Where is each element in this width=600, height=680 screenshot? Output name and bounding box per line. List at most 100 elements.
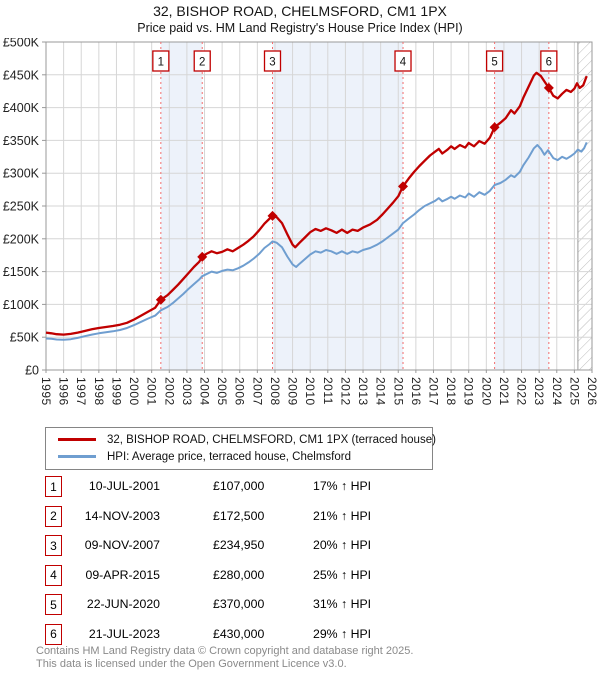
x-tick-label: 1997: [74, 377, 88, 406]
legend-label: HPI: Average price, terraced house, Chel…: [107, 450, 351, 463]
x-tick-label: 2006: [233, 377, 247, 406]
x-tick-label: 2012: [338, 377, 352, 406]
x-tick-label: 2016: [409, 377, 423, 406]
sale-date: 09-APR-2015: [85, 567, 160, 582]
sale-date: 09-NOV-2007: [84, 538, 160, 553]
y-tick-label: £500K: [3, 38, 40, 50]
y-tick-label: £350K: [3, 134, 40, 148]
x-tick-label: 2001: [145, 377, 159, 406]
x-tick-label: 2013: [356, 377, 370, 406]
x-tick-label: 2005: [215, 377, 229, 406]
sale-marker: [155, 294, 166, 305]
sale-table-row: 6 21-JUL-2023 £430,000 29% ↑ HPI: [0, 623, 600, 645]
x-tick-label: 2019: [462, 377, 476, 406]
sale-marker: [489, 122, 500, 133]
sale-number-badge: 1: [45, 476, 62, 497]
x-tick-label: 2017: [426, 377, 440, 406]
x-tick-label: 2009: [286, 377, 300, 406]
sale-table: 1 10-JUL-2001 £107,000 17% ↑ HPI 2 14-NO…: [0, 476, 600, 654]
sale-table-row: 4 09-APR-2015 £280,000 25% ↑ HPI: [0, 564, 600, 586]
sale-hpi-diff: 29% ↑ HPI: [313, 626, 372, 641]
sale-number: 5: [491, 57, 497, 69]
sale-hpi-diff: 17% ↑ HPI: [313, 479, 372, 493]
sale-date: 22-JUN-2020: [86, 597, 160, 612]
sale-number-box: [485, 50, 504, 72]
sale-price: £234,950: [213, 538, 265, 553]
price-chart: 1 2 3 4 5 6 £0 £50K £100K £150K £200K £250K £300K £35…: [3, 38, 599, 406]
sale-table-row: 2 14-NOV-2003 £172,500 21% ↑ HPI: [0, 505, 600, 527]
sale-number: 4: [400, 57, 407, 69]
license-line: Contains HM Land Registry data © Crown c…: [36, 645, 414, 657]
chart-legend: 32, BISHOP ROAD, CHELMSFORD, CM1 1PX (te…: [45, 427, 436, 470]
sale-hpi-diff: 25% ↑ HPI: [313, 567, 372, 582]
x-tick-label: 2020: [479, 377, 493, 406]
sale-marker: [267, 210, 278, 221]
hpi-line: [45, 141, 588, 341]
sale-price: £370,000: [213, 597, 265, 612]
y-tick-label: £50K: [10, 331, 40, 345]
x-tick-label: 2022: [515, 377, 529, 406]
y-tick-label: £100K: [3, 298, 40, 312]
sale-price: £172,500: [213, 508, 265, 523]
x-tick-label: 2026: [585, 377, 599, 406]
y-tick-label: £450K: [3, 68, 40, 82]
y-tick-label: £300K: [3, 167, 40, 181]
sale-number: 2: [199, 57, 205, 69]
sale-hpi-diff: 31% ↑ HPI: [313, 597, 372, 612]
y-tick-label: £200K: [3, 232, 40, 246]
sale-number: 6: [546, 57, 552, 69]
sale-number-badge: 2: [45, 505, 62, 527]
x-tick-label: 1996: [57, 377, 71, 406]
legend-row: 32, BISHOP ROAD, CHELMSFORD, CM1 1PX (te…: [46, 431, 436, 448]
price-paid-line: [45, 71, 588, 336]
sale-date: 21-JUL-2023: [88, 626, 160, 641]
sale-number-badge: 6: [45, 623, 62, 645]
sale-marker: [197, 251, 208, 262]
license-line: This data is licensed under the Open Gov…: [36, 657, 347, 670]
x-tick-label: 1998: [92, 377, 106, 406]
price-paid-line-swatch: [58, 437, 96, 442]
x-tick-label: 2024: [550, 377, 564, 406]
sale-table-row: 5 22-JUN-2020 £370,000 31% ↑ HPI: [0, 594, 600, 616]
sale-number-box: [193, 50, 211, 72]
sale-hpi-diff: 20% ↑ HPI: [313, 538, 372, 553]
sale-hpi-diff: 21% ↑ HPI: [313, 508, 372, 523]
x-tick-label: 2025: [567, 377, 581, 406]
legend-row: HPI: Average price, terraced house, Chel…: [46, 448, 432, 465]
sale-number-box: [540, 50, 558, 72]
x-tick-label: 2023: [532, 377, 546, 406]
sale-date: 14-NOV-2003: [84, 508, 160, 523]
sale-number-box: [263, 50, 282, 72]
sale-price: £107,000: [213, 479, 265, 493]
hpi-line-swatch: [58, 455, 96, 458]
x-tick-label: 2014: [374, 377, 388, 406]
x-tick-label: 2015: [391, 377, 405, 406]
x-tick-label: 1999: [109, 377, 123, 406]
license-note: Contains HM Land Registry data © Crown c…: [36, 645, 413, 670]
sale-number: 1: [158, 57, 164, 69]
sale-marker: [398, 181, 409, 192]
sale-number-badge: 3: [45, 535, 62, 557]
x-tick-label: 1995: [39, 377, 53, 406]
x-tick-label: 2003: [180, 377, 194, 406]
sale-number-box: [394, 50, 412, 72]
sale-table-row: 3 09-NOV-2007 £234,950 20% ↑ HPI: [0, 535, 600, 557]
x-tick-label: 2011: [321, 377, 335, 405]
page-subtitle: Price paid vs. HM Land Registry's House …: [137, 21, 463, 35]
x-tick-label: 2018: [444, 377, 458, 406]
sale-number-badge: 4: [45, 564, 62, 586]
x-tick-label: 2002: [162, 377, 176, 406]
y-tick-label: £400K: [3, 101, 40, 115]
x-tick-label: 2004: [198, 377, 212, 406]
sale-marker: [543, 82, 554, 93]
x-tick-label: 2010: [303, 377, 317, 406]
sale-price: £430,000: [213, 626, 265, 641]
sale-table-row: 1 10-JUL-2001 £107,000 17% ↑ HPI: [0, 476, 600, 497]
sale-number-box: [152, 50, 170, 72]
legend-label: 32, BISHOP ROAD, CHELMSFORD, CM1 1PX (te…: [107, 433, 436, 446]
page-title: 32, BISHOP ROAD, CHELMSFORD, CM1 1PX: [153, 3, 447, 19]
x-tick-label: 2008: [268, 377, 282, 406]
x-tick-label: 2007: [250, 377, 264, 406]
y-tick-label: £150K: [3, 265, 40, 279]
